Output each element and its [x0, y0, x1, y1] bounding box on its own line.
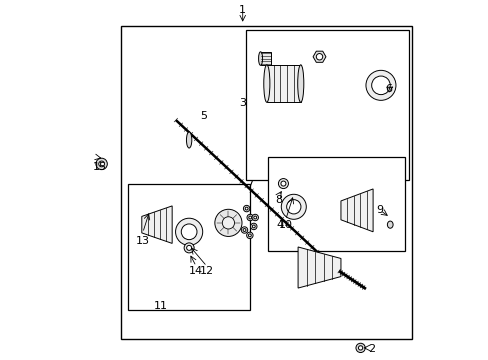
Circle shape: [253, 216, 256, 219]
Ellipse shape: [386, 221, 392, 228]
Text: 10: 10: [278, 220, 292, 230]
Ellipse shape: [258, 52, 262, 65]
Circle shape: [286, 200, 300, 214]
Ellipse shape: [186, 132, 191, 148]
Polygon shape: [142, 206, 172, 243]
Circle shape: [96, 158, 107, 170]
Text: 2: 2: [367, 343, 374, 354]
Circle shape: [99, 161, 104, 167]
Text: 6: 6: [385, 84, 392, 94]
Circle shape: [251, 214, 258, 221]
Text: 5: 5: [200, 111, 206, 121]
Circle shape: [222, 217, 234, 229]
Text: 13: 13: [135, 236, 149, 246]
Circle shape: [243, 229, 245, 231]
Circle shape: [246, 232, 253, 239]
Text: 15: 15: [93, 162, 106, 172]
Circle shape: [250, 223, 257, 230]
Circle shape: [278, 179, 288, 189]
Bar: [266, 65, 300, 102]
Circle shape: [214, 209, 242, 237]
Polygon shape: [312, 51, 325, 62]
Text: 7: 7: [246, 180, 253, 190]
Circle shape: [358, 346, 362, 350]
Circle shape: [371, 76, 389, 95]
Text: 8: 8: [274, 195, 282, 204]
Text: 9: 9: [376, 205, 383, 215]
Circle shape: [316, 54, 322, 60]
Bar: [260, 52, 270, 65]
Bar: [121, 26, 411, 339]
Circle shape: [248, 216, 251, 219]
Polygon shape: [298, 247, 340, 288]
Ellipse shape: [297, 65, 303, 102]
Text: 4: 4: [276, 220, 283, 230]
Text: 11: 11: [153, 301, 167, 311]
Circle shape: [281, 194, 305, 219]
Circle shape: [365, 70, 395, 100]
Ellipse shape: [263, 65, 269, 102]
Circle shape: [241, 227, 247, 233]
Text: 14: 14: [189, 266, 203, 276]
Circle shape: [281, 181, 285, 186]
Bar: [128, 184, 249, 310]
Circle shape: [248, 234, 251, 237]
Circle shape: [244, 207, 247, 210]
Text: 12: 12: [200, 266, 214, 276]
Bar: [267, 157, 405, 251]
Circle shape: [175, 218, 203, 246]
Text: 1: 1: [239, 5, 246, 15]
Polygon shape: [340, 189, 372, 232]
Circle shape: [184, 243, 194, 253]
Circle shape: [246, 214, 253, 221]
Bar: [246, 30, 408, 180]
Circle shape: [355, 343, 365, 352]
Circle shape: [186, 246, 191, 250]
Circle shape: [243, 205, 249, 212]
Circle shape: [181, 224, 197, 240]
Text: 3: 3: [239, 98, 246, 108]
Circle shape: [252, 225, 255, 228]
